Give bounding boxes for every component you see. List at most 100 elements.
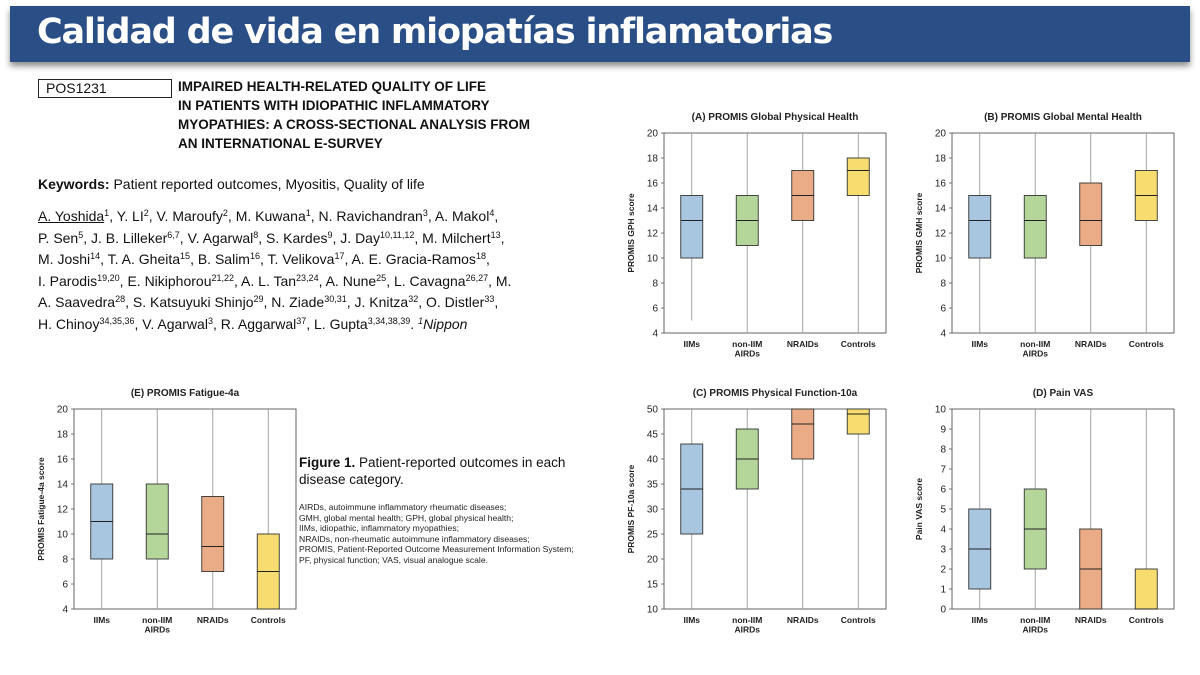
chart-global-mental-health: (B) PROMIS Global Mental Health PROMIS GM… xyxy=(914,112,1175,359)
figure-caption-text: Patient-reported outcomes in each diseas… xyxy=(299,455,566,487)
author-name: A. Yoshida xyxy=(38,208,105,224)
y-tick-label: 6 xyxy=(652,304,658,315)
box-iqr xyxy=(1134,568,1158,610)
abbreviation-line: AIRDs, autoimmune inflammatory rheumatic… xyxy=(299,502,507,512)
y-tick-label: 20 xyxy=(57,405,69,416)
y-axis-label: PROMIS PF-10a score xyxy=(626,464,636,553)
category-label: AIRDs xyxy=(1022,625,1048,635)
box-iqr xyxy=(1079,182,1103,246)
paper-title-line: AN INTERNATIONAL E-SURVEY xyxy=(178,136,383,151)
abbreviation-line: NRAIDs, non-rheumatic autoimmune inflamm… xyxy=(299,533,530,544)
figure-caption: Figure 1. Patient-reported outcomes in e… xyxy=(299,454,599,566)
author-name: , S. Katsuyuki Shinjo xyxy=(125,294,254,310)
y-tick-label: 8 xyxy=(940,445,946,456)
figure-label: Figure 1. xyxy=(299,455,356,470)
affiliation-number: 18 xyxy=(475,251,486,261)
author-name: , S. Kardes xyxy=(258,229,328,246)
author-name: , N. Ravichandran xyxy=(310,208,423,224)
author-name: , L. Gupta xyxy=(306,315,368,332)
paper-title-line: IMPAIRED HEALTH-RELATED QUALITY OF LIFE xyxy=(178,79,486,94)
affiliation-number: 1 xyxy=(305,208,311,218)
category-label: AIRDs xyxy=(144,625,170,635)
box-iqr xyxy=(846,157,870,196)
category-label: non-IIM xyxy=(1020,615,1050,625)
category-label: IIMs xyxy=(971,615,988,625)
author-name: , M. Milchert xyxy=(414,229,491,246)
slide-title: Calidad de vida en miopatías inflamatori… xyxy=(37,12,833,52)
author-name: , T. A. Gheita xyxy=(100,251,181,267)
category-label: Controls xyxy=(251,615,286,625)
abbreviation-line: GMH, global mental health; GPH, global p… xyxy=(299,512,514,523)
y-axis-label: PROMIS GPH score xyxy=(626,193,636,273)
category-label: non-IIM xyxy=(1020,339,1050,349)
author-name: , A. L. Tan xyxy=(234,272,297,289)
y-tick-label: 6 xyxy=(940,304,946,315)
category-label: NRAIDs xyxy=(197,615,229,625)
y-tick-label: 4 xyxy=(652,329,658,340)
y-tick-label: 18 xyxy=(935,154,947,165)
affiliation-number: 3 xyxy=(207,315,213,326)
chart-fatigue-4a: (E) PROMIS Fatigue-4a PROMIS Fatigue-4a s… xyxy=(36,388,297,635)
category-label: AIRDs xyxy=(1022,349,1048,359)
author-name: , V. Agarwal xyxy=(134,315,208,332)
box-iqr xyxy=(846,408,870,435)
y-tick-label: 18 xyxy=(57,430,69,441)
author-name: , A. Makol xyxy=(427,208,490,224)
author-name: I. Parodis xyxy=(38,272,98,289)
y-tick-label: 8 xyxy=(940,279,946,290)
category-label: Controls xyxy=(1129,339,1164,349)
y-tick-label: 50 xyxy=(647,405,659,416)
affiliation-number: 21,22 xyxy=(211,272,235,283)
y-tick-label: 8 xyxy=(652,279,658,290)
affiliation-number: 13 xyxy=(490,229,501,240)
author-name: , A. Nune xyxy=(318,272,377,289)
author-name: , J. Knitza xyxy=(346,294,409,310)
y-tick-label: 45 xyxy=(647,430,659,441)
affiliation-number: 26,27 xyxy=(465,272,489,283)
affiliation-number: 1 xyxy=(104,208,110,218)
y-tick-label: 2 xyxy=(940,565,946,576)
affiliation-number: 37 xyxy=(296,315,307,326)
author-name: , xyxy=(500,229,505,246)
category-label: NRAIDs xyxy=(1075,615,1107,625)
y-tick-label: 10 xyxy=(935,254,947,265)
author-name: M. Joshi xyxy=(38,251,91,267)
y-tick-label: 35 xyxy=(647,480,659,491)
author-name: , L. Cavagna xyxy=(386,272,466,289)
author-name: , J. Day xyxy=(332,229,380,246)
box-iqr xyxy=(145,483,169,560)
author-name: , Y. LI xyxy=(109,208,144,224)
category-label: NRAIDs xyxy=(1075,339,1107,349)
author-name: P. Sen xyxy=(38,229,79,246)
y-tick-label: 9 xyxy=(940,425,946,436)
y-axis-label: PROMIS Fatigue-4a score xyxy=(36,457,46,561)
paper-title: IMPAIRED HEALTH-RELATED QUALITY OF LIFE … xyxy=(178,77,608,153)
y-tick-label: 20 xyxy=(647,555,659,566)
category-label: IIMs xyxy=(93,615,110,625)
y-tick-label: 15 xyxy=(647,580,659,591)
affiliation-number: 3 xyxy=(422,208,428,218)
y-tick-label: 10 xyxy=(647,605,659,616)
y-tick-label: 30 xyxy=(647,505,659,516)
category-label: NRAIDs xyxy=(787,615,819,625)
y-tick-label: 14 xyxy=(647,204,659,215)
category-label: Controls xyxy=(841,339,876,349)
keywords: Keywords: Patient reported outcomes, Myo… xyxy=(38,176,425,192)
box-iqr xyxy=(1023,195,1047,259)
y-tick-label: 8 xyxy=(62,555,68,566)
box-iqr xyxy=(680,195,704,259)
y-tick-label: 5 xyxy=(940,505,946,516)
category-label: NRAIDs xyxy=(787,339,819,349)
chart-title: (C) PROMIS Physical Function-10a xyxy=(693,388,858,399)
author-line: P. Sen5, J. B. Lilleker6,7, V. Agarwal8,… xyxy=(38,228,618,250)
affiliation-number: 3,34,38,39 xyxy=(367,315,411,326)
keywords-label: Keywords: xyxy=(38,176,110,192)
author-name: , V. Agarwal xyxy=(179,229,254,246)
author-name: H. Chinoy xyxy=(38,315,100,332)
y-tick-label: 0 xyxy=(940,605,946,616)
author-name: Nippon xyxy=(423,315,468,332)
author-name: , M. Kuwana xyxy=(227,208,306,224)
author-name: , N. Ziade xyxy=(263,294,325,310)
author-name: , J. B. Lilleker xyxy=(83,229,168,246)
author-name: . xyxy=(410,315,419,332)
